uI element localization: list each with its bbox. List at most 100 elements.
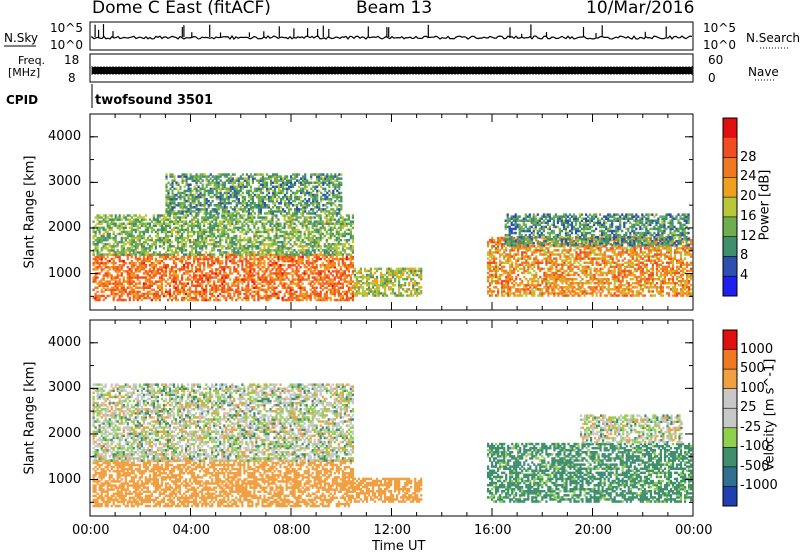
echo-cell bbox=[116, 224, 119, 227]
echo-cell bbox=[259, 282, 262, 285]
echo-cell bbox=[225, 189, 228, 193]
echo-cell bbox=[100, 278, 103, 281]
echo-cell bbox=[168, 274, 172, 277]
echo-cell bbox=[247, 272, 250, 275]
echo-cell bbox=[183, 210, 186, 213]
echo-cell bbox=[138, 240, 141, 244]
echo-cell bbox=[301, 238, 304, 242]
echo-cell bbox=[164, 216, 168, 219]
echo-cell bbox=[219, 199, 222, 203]
echo-cell bbox=[329, 216, 332, 219]
echo-cell bbox=[297, 230, 300, 234]
echo-cell bbox=[340, 206, 343, 209]
echo-cell bbox=[148, 238, 151, 242]
echo-cell bbox=[144, 292, 147, 296]
echo-cell bbox=[297, 216, 300, 219]
echo-cell bbox=[229, 224, 232, 227]
echo-cell bbox=[215, 272, 218, 275]
echo-cell bbox=[331, 214, 334, 217]
echo-cell bbox=[345, 247, 348, 250]
echo-cell bbox=[257, 189, 260, 193]
echo-cell bbox=[118, 259, 121, 263]
echo-cell bbox=[160, 286, 164, 289]
echo-cell bbox=[126, 274, 129, 277]
echo-cell bbox=[223, 266, 226, 269]
echo-cell bbox=[140, 253, 143, 256]
echo-cell bbox=[279, 257, 282, 261]
echo-cell bbox=[203, 264, 206, 267]
echo-cell bbox=[183, 179, 186, 182]
echo-cell bbox=[384, 277, 387, 281]
echo-cell bbox=[217, 224, 220, 227]
echo-cell bbox=[158, 259, 161, 263]
echo-cell bbox=[120, 247, 123, 250]
echo-cell bbox=[197, 232, 200, 236]
echo-cell bbox=[241, 204, 244, 207]
echo-cell bbox=[112, 220, 115, 223]
echo-cell bbox=[283, 270, 286, 273]
echo-cell bbox=[130, 247, 133, 250]
echo-cell bbox=[322, 187, 325, 191]
echo-cell bbox=[247, 175, 250, 178]
echo-cell bbox=[231, 183, 234, 186]
echo-cell bbox=[267, 268, 270, 271]
echo-cell bbox=[144, 222, 147, 225]
echo-cell bbox=[237, 220, 240, 223]
echo-cell bbox=[134, 214, 137, 217]
echo-cell bbox=[303, 249, 306, 252]
echo-cell bbox=[282, 185, 285, 189]
echo-cell bbox=[171, 175, 174, 178]
echo-cell bbox=[156, 272, 159, 275]
echo-cell bbox=[287, 272, 290, 275]
echo-cell bbox=[255, 189, 258, 193]
echo-cell bbox=[124, 298, 127, 302]
echo-cell bbox=[257, 230, 260, 234]
echo-cell bbox=[307, 268, 310, 271]
echo-cell bbox=[338, 177, 341, 180]
echo-cell bbox=[333, 247, 336, 250]
echo-cell bbox=[104, 284, 107, 287]
echo-cell bbox=[171, 208, 174, 211]
echo-cell bbox=[197, 177, 200, 180]
echo-cell bbox=[323, 272, 326, 275]
echo-cell bbox=[325, 286, 328, 289]
echo-cell bbox=[277, 226, 280, 230]
echo-cell bbox=[189, 270, 192, 273]
echo-cell bbox=[132, 224, 135, 227]
echo-cell bbox=[353, 284, 356, 287]
echo-cell bbox=[291, 255, 294, 259]
echo-cell bbox=[114, 294, 117, 298]
echo-cell bbox=[273, 266, 276, 269]
echo-cell bbox=[132, 220, 135, 223]
echo-cell bbox=[253, 189, 256, 193]
echo-cell bbox=[487, 261, 490, 264]
echo-cell bbox=[221, 199, 224, 203]
echo-cell bbox=[201, 175, 204, 178]
echo-cell bbox=[152, 266, 155, 269]
echo-cell bbox=[199, 175, 202, 178]
echo-cell bbox=[329, 298, 332, 302]
echo-cell bbox=[168, 226, 172, 230]
echo-cell bbox=[225, 206, 228, 209]
echo-cell bbox=[406, 294, 409, 297]
echo-cell bbox=[162, 247, 166, 250]
echo-cell bbox=[213, 218, 216, 221]
echo-cell bbox=[291, 253, 294, 256]
echo-cell bbox=[273, 234, 276, 238]
echo-cell bbox=[229, 238, 232, 242]
echo-cell bbox=[185, 216, 188, 219]
echo-cell bbox=[298, 202, 301, 205]
echo-cell bbox=[295, 238, 298, 242]
echo-cell bbox=[233, 268, 236, 271]
echo-cell bbox=[301, 282, 304, 285]
echo-cell bbox=[259, 183, 262, 186]
echo-cell bbox=[120, 274, 123, 277]
echo-cell bbox=[333, 298, 336, 302]
echo-cell bbox=[279, 185, 283, 189]
echo-cell bbox=[269, 280, 272, 283]
echo-cell bbox=[331, 288, 334, 292]
echo-cell bbox=[156, 230, 159, 234]
echo-cell bbox=[287, 264, 290, 267]
echo-cell bbox=[130, 290, 133, 294]
echo-cell bbox=[221, 185, 224, 189]
